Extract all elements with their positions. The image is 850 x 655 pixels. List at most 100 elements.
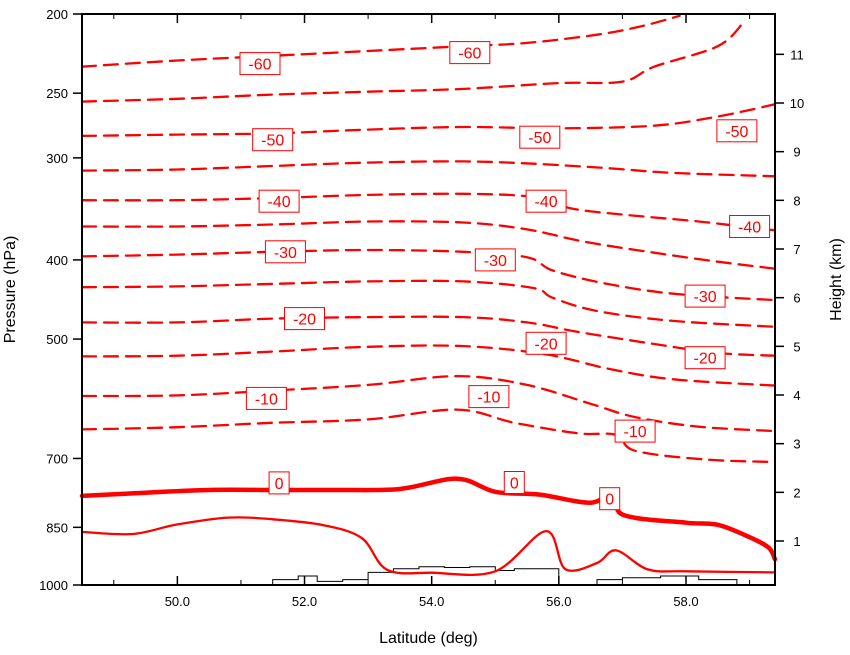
contour-label-box [284, 307, 325, 331]
contour-label-text: -40 [535, 194, 558, 211]
y-tick-label: 200 [46, 7, 68, 22]
contour-label-box [252, 128, 294, 152]
contour-label-text: -60 [248, 57, 271, 74]
x-tick-label: 50.0 [165, 594, 190, 609]
right-tick-label: 6 [793, 291, 800, 306]
contour-label-text: -50 [261, 133, 284, 150]
contour-label-box [519, 125, 561, 149]
contour-label-box [474, 248, 516, 272]
contour-label: -10 [245, 386, 287, 410]
contour-label: -60 [449, 41, 491, 65]
contour-layer [79, 14, 778, 576]
contour-label-layer: -60 -60 -50 -50 -50 -40 -40 -40 -30 -30 -30 -20 -20 -… [239, 41, 771, 511]
plot-frame [81, 13, 776, 586]
contour-line-minus-50 [80, 103, 777, 138]
contour-label-text: -40 [738, 220, 761, 237]
contour-label-box [468, 385, 510, 409]
terrain-layer [253, 566, 738, 586]
contour-label-box [264, 240, 306, 264]
right-tick-label: 7 [793, 242, 800, 257]
contour-line-minus-30 [80, 248, 777, 302]
contour-label: -30 [474, 248, 516, 272]
contour-label: -50 [252, 128, 294, 152]
y-axis-label: Pressure (hPa) [2, 236, 19, 344]
contour-label: -20 [684, 346, 726, 370]
y-tick-label: 400 [46, 253, 68, 268]
contour-label: 0 [268, 471, 290, 495]
contour-line-minus-25 [80, 279, 777, 328]
contour-label-text: -10 [624, 424, 647, 441]
contour-label-box [268, 471, 290, 495]
contour-label-text: -30 [484, 253, 507, 270]
contour-label-text: -20 [535, 336, 558, 353]
contour-label-box [503, 471, 525, 494]
contour-line-minus-40 [80, 192, 777, 232]
x-tick-label: 56.0 [546, 594, 571, 609]
contour-label-box [716, 119, 758, 143]
contour-label-box [525, 189, 567, 213]
contour-line-minus-60 [80, 14, 681, 68]
contour-label-text: 0 [510, 476, 519, 493]
contour-label-box [245, 386, 287, 410]
y-tick-label: 1000 [39, 578, 68, 593]
contour-label-box [525, 331, 567, 355]
right-tick-label: 4 [793, 388, 800, 403]
x-axis-label: Latitude (deg) [379, 630, 478, 647]
right-tick-label: 9 [793, 145, 800, 160]
contour-label: 0 [503, 471, 525, 494]
contour-line-5 [80, 516, 777, 576]
contour-line-minus-20 [80, 315, 777, 357]
y-tick-label: 700 [46, 451, 68, 466]
right-tick-label: 5 [793, 339, 800, 354]
contour-label-text: -30 [694, 289, 717, 306]
contour-label-text: 0 [605, 492, 614, 509]
x-tick-label: 58.0 [673, 594, 698, 609]
contour-line-0 [79, 476, 778, 562]
y-tick-label: 300 [46, 151, 68, 166]
contour-label: -60 [239, 52, 281, 76]
contour-label-box [684, 284, 726, 308]
right-tick-label: 11 [790, 47, 804, 62]
contour-label: -30 [264, 240, 306, 264]
contour-label: 0 [599, 487, 621, 511]
contour-label: -40 [258, 189, 300, 213]
right-tick-label: 1 [793, 534, 800, 549]
contour-label-box [449, 41, 491, 65]
contour-label-box [729, 215, 771, 238]
contour-line-minus-45 [80, 160, 777, 178]
contour-label-box [684, 346, 726, 370]
contour-line-minus-5 [80, 408, 777, 464]
right-tick-label: 8 [793, 193, 800, 208]
contour-label-text: -20 [293, 312, 316, 329]
contour-label: -20 [284, 307, 325, 331]
contour-label-box [599, 487, 621, 511]
contour-label: -40 [729, 215, 771, 238]
contour-label: -30 [684, 284, 726, 308]
right-tick-label: 10 [790, 96, 804, 111]
contour-line-minus-55 [80, 21, 745, 103]
contour-label-text: 0 [275, 476, 284, 493]
right-tick-label: 3 [793, 437, 800, 452]
right-tick-label: 2 [793, 485, 800, 500]
terrain-line [253, 566, 738, 586]
contour-label-text: -50 [725, 124, 748, 141]
x-tick-label: 54.0 [419, 594, 444, 609]
contour-label-text: -20 [694, 351, 717, 368]
contour-label-text: -30 [274, 245, 297, 262]
y-tick-label: 500 [46, 332, 68, 347]
contour-label-text: -40 [268, 194, 291, 211]
contour-line-minus-35 [80, 220, 777, 270]
contour-label-text: -60 [458, 46, 481, 63]
contour-label: -10 [614, 419, 656, 443]
contour-label: -40 [525, 189, 567, 213]
x-tick-label: 52.0 [292, 594, 317, 609]
contour-label-text: -10 [477, 390, 500, 407]
y-tick-label: 250 [46, 86, 68, 101]
contour-label-box [258, 189, 300, 213]
contour-label: -10 [468, 385, 510, 409]
contour-line-minus-10 [80, 374, 777, 433]
contour-label: -20 [525, 331, 567, 355]
contour-label-text: -10 [255, 391, 278, 408]
